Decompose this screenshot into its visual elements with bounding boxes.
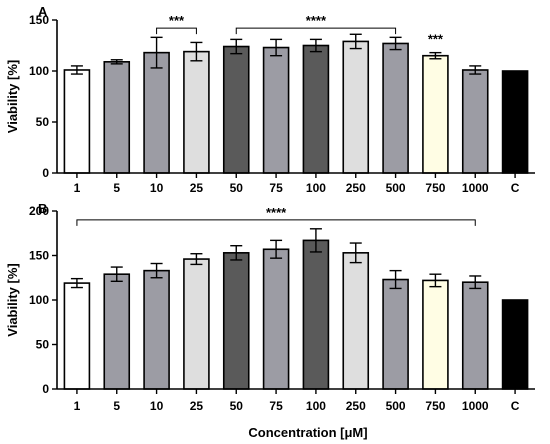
panel-b-bar — [302, 239, 330, 390]
panel-a-bar — [501, 70, 529, 174]
panel-b-y-axis-title: Viability [%] — [5, 263, 20, 336]
panel-b-y-tick-label: 50 — [36, 338, 50, 352]
panel-a-x-tick-label: 250 — [346, 181, 366, 195]
panel-a-y-tick-label: 150 — [29, 13, 49, 27]
panel-a-x-tick-label: 1000 — [462, 181, 489, 195]
panel-b-bar — [501, 299, 529, 390]
panel-a-x-tick-label: 100 — [306, 181, 326, 195]
panel-a-significance-label: *** — [169, 13, 185, 28]
panel-a-bar — [461, 69, 489, 174]
panel-b-x-tick-label: 50 — [230, 399, 244, 413]
panel-b-x-tick-label: 5 — [113, 399, 120, 413]
panel-b-significance-bracket — [76, 219, 476, 226]
panel-b-bar — [422, 279, 449, 390]
panel-a-y-axis-title: Viability [%] — [5, 60, 20, 133]
panel-a-y-tick-label: 0 — [42, 166, 49, 180]
panel-a-x-tick-label: 500 — [386, 181, 406, 195]
panel-a-x-tick-label: 50 — [230, 181, 244, 195]
panel-a-bar — [302, 44, 330, 174]
panel-b-x-tick-label: 1 — [74, 399, 81, 413]
panel-b-y-tick-label: 0 — [42, 382, 49, 396]
panel-a-x-tick-label: 75 — [269, 181, 283, 195]
panel-a-bar — [222, 45, 250, 174]
panel-a-x-tick-label: 750 — [425, 181, 445, 195]
panel-a-label: A — [38, 4, 48, 19]
panel-b-bar — [461, 281, 489, 390]
panel-a-x-tick-label: 5 — [113, 181, 120, 195]
panel-b-x-tick-label: 750 — [425, 399, 445, 413]
panel-b-x-tick-label: 25 — [190, 399, 204, 413]
panel-a-x-tick-label: C — [511, 181, 520, 195]
panel-b-x-tick-label: 250 — [346, 399, 366, 413]
panel-a-bar — [342, 40, 370, 174]
panel-b-bar — [183, 258, 210, 390]
panel-b-x-tick-label: 100 — [306, 399, 326, 413]
x-axis-title: Concentration [μM] — [248, 425, 367, 440]
panel-a-y-tick-label: 100 — [29, 64, 49, 78]
panel-b-bar — [262, 248, 290, 390]
panel-b-x-tick-label: 10 — [150, 399, 164, 413]
panel-b-bar — [63, 282, 91, 390]
panel-b-bar — [143, 269, 170, 390]
panel-b-bar — [222, 252, 250, 390]
panel-b-x-tick-label: 1000 — [462, 399, 489, 413]
panel-a-bar — [143, 51, 170, 174]
panel-b-bar — [382, 278, 409, 390]
panel-a-x-tick-label: 10 — [150, 181, 164, 195]
panel-b-bar — [103, 273, 131, 390]
panel-a-bar — [63, 69, 91, 174]
panel-b-x-tick-label: 75 — [269, 399, 283, 413]
panel-b-y-tick-label: 150 — [29, 249, 49, 263]
panel-b-label: B — [38, 201, 47, 216]
panel-a-bar — [382, 42, 409, 174]
panel-a-y-tick-label: 50 — [36, 115, 50, 129]
panel-b-significance-label: **** — [266, 205, 287, 220]
panel-b-y-tick-label: 100 — [29, 293, 49, 307]
panel-a-x-tick-label: 25 — [190, 181, 204, 195]
panel-b-y-tick-label: 200 — [29, 204, 49, 218]
panel-b-x-tick-label: C — [511, 399, 520, 413]
panel-a-bar — [103, 61, 131, 174]
panel-a-significance-label: **** — [306, 13, 327, 28]
panel-a-bar — [422, 54, 449, 174]
panel-b-bar — [342, 252, 370, 390]
panel-a-bar — [183, 50, 210, 174]
panel-a-x-tick-label: 1 — [74, 181, 81, 195]
panel-b-x-tick-label: 500 — [386, 399, 406, 413]
panel-a-significance-bracket — [235, 27, 397, 35]
panel-a-significance-label: *** — [428, 32, 444, 47]
panel-a-significance-bracket — [156, 27, 197, 35]
panel-a-bar — [262, 46, 290, 174]
